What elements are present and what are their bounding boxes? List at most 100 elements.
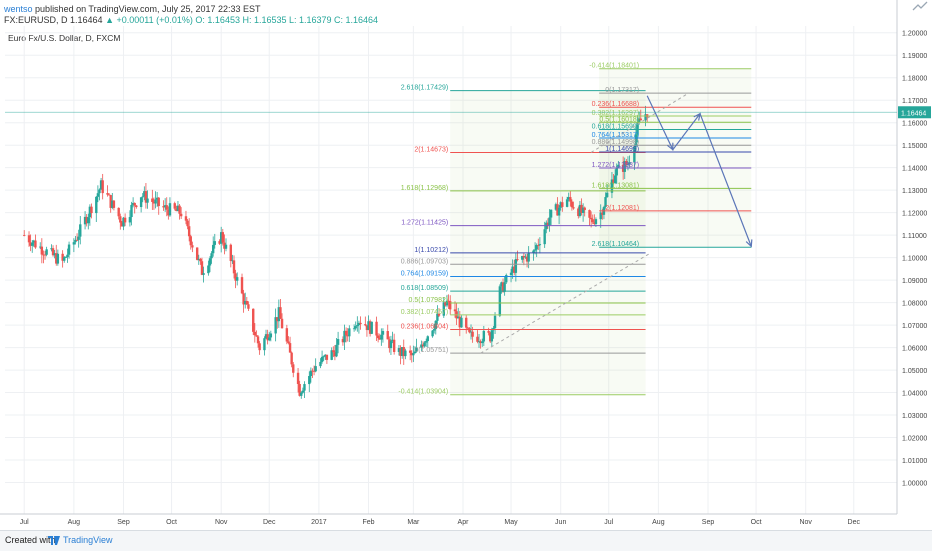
candle [165,197,168,217]
candle [344,327,348,343]
fib-level-label: 2(1.14673) [414,147,448,154]
y-tick-label: 1.02000 [902,436,927,443]
candle [67,241,71,259]
candle [312,365,316,376]
candle [559,201,562,211]
fib-level-label: 2(1.12081) [605,205,639,212]
candle [426,335,429,348]
candle [392,333,396,355]
candle [269,330,273,342]
candle [247,301,250,311]
footer-bar: Created with TradingView [0,530,932,551]
candle [218,239,221,245]
candle [128,210,132,227]
fib-level-label: 1.272(1.11425) [401,220,448,227]
candle [423,341,426,348]
fib-level-label: 1.618(1.13081) [592,182,639,189]
candle [29,234,32,252]
candle [279,298,282,319]
candle [274,308,277,342]
candle [77,229,80,248]
trend-line-logo-icon [912,1,928,11]
candle [210,251,213,264]
candle [500,281,503,294]
candle [612,173,615,185]
candle [101,173,104,200]
candle [130,201,133,226]
candle [352,324,356,332]
candle [410,350,413,363]
candle [505,273,508,284]
fib-level-label: 1.272(1.13987) [592,162,639,169]
candle [303,381,306,398]
candle [133,202,136,214]
candle [56,249,60,266]
created-with-label: Created with [5,535,56,545]
candle [219,226,223,253]
change-readout: ▲ +0.00011 (+0.01%) [105,15,193,25]
candle [524,254,527,259]
candle [565,196,569,208]
projection-arrowhead [745,239,753,248]
fib-level-label: 0.618(1.08509) [401,285,448,292]
candle [88,204,92,226]
tradingview-brand[interactable]: TradingView [63,535,113,545]
author-link[interactable]: wentso [4,4,33,14]
candle [424,338,428,347]
candle [95,196,98,222]
candle [231,254,234,264]
candle [448,295,452,315]
candle [120,221,124,227]
candle [535,243,538,258]
candle [380,328,383,346]
candle [292,362,295,378]
fib-level-label: 1(1.14699) [605,146,639,153]
candle [119,213,122,230]
x-tick-label: Sep [117,519,130,526]
candle [178,203,181,220]
candle [381,328,385,343]
candle [375,316,378,342]
candle [280,313,284,329]
fib-trend-line [480,252,651,354]
candle [75,233,79,242]
candle [572,201,575,210]
candle [333,345,337,361]
price-chart[interactable]: 1.00000 1.01000 1.02000 1.03000 1.04000 1.050… [0,0,932,530]
candle [319,358,322,369]
candle [546,218,550,229]
x-tick-label: Mar [407,519,420,526]
candle [493,312,497,334]
candle [34,234,37,249]
candle [610,171,614,199]
candle [479,339,482,349]
fib-level-label: -0.414(1.03904) [398,389,448,396]
candle [436,305,439,325]
candle [593,214,596,227]
candle [168,197,172,217]
candle [378,333,381,340]
candle [408,345,412,361]
candle [74,235,77,245]
candle [364,316,367,327]
candle [481,338,484,347]
candle [122,216,125,231]
candle [229,243,233,268]
ohlc-readout: O: 1.16453 H: 1.16535 L: 1.16379 C: 1.16… [195,15,379,25]
candle [591,214,594,225]
projection-arrowhead [693,112,701,121]
candle [324,354,327,360]
fib-level-label: 0.5(1.07982) [408,297,448,304]
published-info: published on TradingView.com, July 25, 2… [35,4,261,14]
publication-line: wentso published on TradingView.com, Jul… [4,4,261,14]
candle [633,144,636,171]
candle [442,297,445,318]
candle [365,325,369,337]
candle [186,219,189,230]
y-tick-label: 1.20000 [902,31,927,38]
y-tick-label: 1.05000 [902,368,927,375]
candle [288,336,292,353]
candle [66,248,69,263]
candle [298,380,301,397]
candle [141,193,144,203]
